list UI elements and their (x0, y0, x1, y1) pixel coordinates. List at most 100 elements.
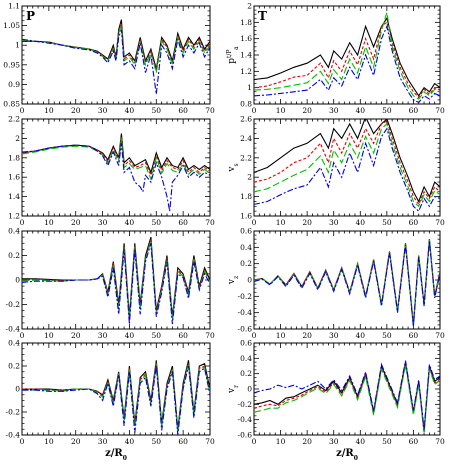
x-axis-label: z/R0 (336, 448, 358, 462)
x-tick-label: 50 (152, 218, 162, 227)
y-tick-label: 0.95 (3, 60, 20, 69)
x-tick-label: 30 (329, 218, 339, 227)
y-tick-label: 0.4 (8, 227, 20, 236)
x-tick-label: 20 (71, 106, 81, 115)
series-line-1 (254, 16, 440, 97)
series-line-4 (254, 240, 440, 327)
x-tick-label: 70 (435, 437, 445, 446)
x-tick-label: 60 (409, 218, 419, 227)
y-tick-label: 1.8 (240, 18, 252, 27)
y-tick-label: 2.2 (240, 153, 252, 162)
y-tick-label: 2.6 (240, 115, 252, 124)
y-axis-label: vr (227, 385, 240, 394)
x-tick-label: 20 (302, 218, 312, 227)
y-tick-label: 0.4 (240, 354, 252, 363)
plot-frame (253, 118, 441, 217)
series-line-2 (254, 21, 440, 99)
plot-frame (253, 342, 441, 436)
y-tick-label: -0.6 (238, 431, 253, 440)
series-line-1 (22, 19, 210, 69)
series-line-3 (22, 138, 210, 181)
x-tick-label: 60 (178, 437, 188, 446)
x-tick-label: 10 (44, 218, 54, 227)
y-tick-label: 0.2 (240, 259, 252, 268)
y-tick-label: -0.6 (238, 325, 253, 334)
x-tick-label: 0 (20, 437, 25, 446)
series-line-4 (22, 143, 210, 212)
x-tick-label: 40 (125, 106, 135, 115)
y-tick-label: 2.2 (8, 115, 20, 124)
x-tick-label: 20 (71, 331, 81, 340)
x-tick-label: 10 (276, 437, 286, 446)
y-tick-label: 0 (247, 385, 252, 394)
x-tick-label: 70 (205, 437, 215, 446)
y-tick-label: 1.4 (8, 192, 20, 201)
y-tick-label: 0.4 (240, 243, 252, 252)
x-tick-label: 50 (152, 437, 162, 446)
series-line-3 (254, 122, 440, 208)
y-tick-label: -0.4 (6, 325, 21, 334)
x-tick-label: 60 (409, 331, 419, 340)
series-line-3 (22, 25, 210, 73)
y-tick-label: 1.05 (3, 21, 20, 30)
x-tick-label: 70 (205, 218, 215, 227)
x-tick-label: 50 (382, 437, 392, 446)
x-tick-label: 20 (71, 437, 81, 446)
y-axis-label: vz (227, 276, 240, 285)
y-tick-label: 0.9 (8, 80, 20, 89)
x-tick-label: 60 (409, 437, 419, 446)
x-tick-label: 30 (329, 331, 339, 340)
y-tick-label: 2 (247, 173, 252, 182)
series-line-4 (254, 24, 440, 104)
y-tick-label: -0.2 (238, 400, 253, 409)
y-tick-label: 0.2 (8, 251, 20, 260)
x-tick-label: 50 (152, 106, 162, 115)
x-tick-label: 10 (44, 437, 54, 446)
x-tick-label: 40 (356, 218, 366, 227)
x-tick-label: 50 (382, 218, 392, 227)
series-line-2 (254, 120, 440, 206)
x-tick-label: 50 (382, 331, 392, 340)
x-tick-label: 50 (382, 106, 392, 115)
y-tick-label: 0.2 (240, 369, 252, 378)
y-tick-label: 1 (15, 41, 20, 50)
y-tick-label: 1 (247, 83, 252, 92)
y-tick-label: -0.4 (6, 431, 21, 440)
panel-1: 0 10 20 30 40 50 60 70 0.85 0.9 0.95 1 1.05 1.1 P (3, 2, 215, 116)
x-tick-label: 40 (125, 437, 135, 446)
panel-4: 0 10 20 30 40 50 60 70 1.6 1.8 2 2.2 2.4 2.6 vs (227, 115, 445, 228)
y-tick-label: 0.8 (240, 100, 252, 109)
y-tick-label: 1.2 (8, 212, 20, 221)
y-tick-label: 0 (15, 276, 20, 285)
x-tick-label: 10 (276, 106, 286, 115)
plot-frame (21, 118, 211, 217)
panel-tag: T (258, 9, 267, 23)
y-tick-label: -0.4 (238, 415, 253, 424)
x-tick-label: 30 (98, 331, 108, 340)
y-tick-label: 1.4 (240, 51, 252, 60)
x-tick-label: 30 (98, 437, 108, 446)
x-tick-label: 60 (178, 106, 188, 115)
series-line-2 (22, 23, 210, 71)
x-tick-label: 40 (356, 437, 366, 446)
series-line-1 (254, 119, 440, 203)
series-line-2 (254, 363, 440, 433)
x-tick-label: 70 (205, 331, 215, 340)
x-tick-label: 20 (302, 437, 312, 446)
y-tick-label: 2 (15, 134, 20, 143)
y-tick-label: -0.2 (238, 292, 253, 301)
panel-6: 0 10 20 30 40 50 60 70 -0.6 -0.4 -0.2 0 0.2 0.4 0.6 vz (227, 227, 445, 341)
panel-8: 0 10 20 30 40 50 60 70 -0.6 -0.4 -0.2 0 0.2 0.4 0.6 vr z… (227, 339, 445, 462)
y-tick-label: -0.2 (6, 408, 21, 417)
x-tick-label: 70 (435, 106, 445, 115)
x-tick-label: 30 (98, 218, 108, 227)
x-tick-label: 50 (152, 331, 162, 340)
x-tick-label: 10 (276, 331, 286, 340)
panel-tag: P (26, 9, 35, 23)
x-tick-label: 40 (356, 106, 366, 115)
x-tick-label: 0 (252, 106, 257, 115)
x-tick-label: 10 (44, 331, 54, 340)
panel-5: 0 10 20 30 40 50 60 70 -0.4 -0.2 0 0.2 0.4 (6, 227, 215, 341)
